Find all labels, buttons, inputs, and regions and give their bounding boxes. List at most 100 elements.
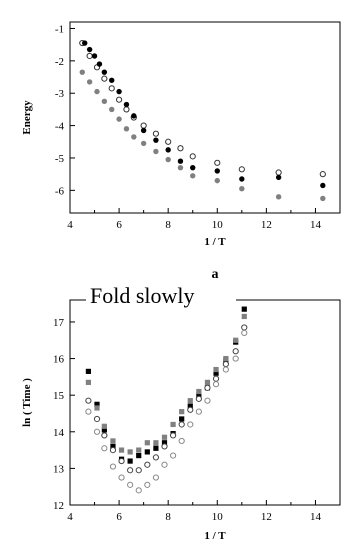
data-point-open-circle bbox=[212, 375, 220, 382]
data-point-open-circle bbox=[108, 85, 115, 92]
data-point-square bbox=[94, 405, 100, 411]
data-point-open-circle bbox=[101, 75, 108, 82]
data-point-filled-circle bbox=[131, 113, 137, 119]
data-point-open-circle bbox=[214, 159, 221, 166]
data-point-open-circle bbox=[109, 463, 117, 470]
data-point-open-circle bbox=[275, 169, 282, 176]
data-point-open-circle bbox=[222, 360, 229, 368]
data-point-square bbox=[179, 416, 185, 422]
panel-label: a bbox=[212, 267, 219, 282]
data-point-open-circle bbox=[241, 329, 248, 337]
data-point-filled-circle bbox=[109, 106, 115, 113]
x-tick-label: 4 bbox=[67, 219, 73, 231]
data-point-open-circle bbox=[204, 384, 211, 391]
data-point-open-circle bbox=[118, 457, 125, 465]
data-point-square bbox=[223, 355, 229, 362]
data-point-square bbox=[94, 401, 100, 407]
data-point-square bbox=[101, 427, 107, 433]
x-tick-label: 10 bbox=[212, 219, 224, 231]
data-point-open-circle bbox=[127, 467, 134, 474]
data-point-open-circle bbox=[165, 138, 172, 145]
data-point-open-circle bbox=[204, 397, 211, 404]
data-point-open-circle bbox=[189, 153, 196, 160]
data-point-open-circle bbox=[135, 487, 142, 494]
x-axis-label: 1 / T bbox=[204, 236, 226, 248]
y-tick-label: 12 bbox=[53, 500, 64, 512]
x-tick-label: 12 bbox=[261, 511, 272, 523]
data-point-filled-circle bbox=[239, 186, 245, 192]
data-point-open-circle bbox=[101, 445, 108, 452]
x-tick-label: 14 bbox=[310, 219, 322, 231]
x-tick-label: 12 bbox=[261, 219, 272, 231]
data-point-filled-circle bbox=[86, 79, 93, 85]
data-point-square bbox=[213, 370, 219, 376]
data-point-open-circle bbox=[195, 395, 202, 402]
data-point-filled-circle bbox=[165, 147, 171, 153]
data-point-filled-circle bbox=[177, 158, 184, 164]
data-point-filled-circle bbox=[94, 88, 100, 95]
data-point-square bbox=[110, 438, 116, 444]
x-tick-label: 4 bbox=[67, 511, 73, 523]
data-point-square bbox=[144, 440, 150, 446]
data-point-filled-circle bbox=[140, 140, 147, 147]
data-point-open-circle bbox=[161, 461, 168, 468]
data-point-filled-circle bbox=[190, 164, 196, 171]
data-point-open-circle bbox=[178, 437, 185, 445]
data-point-square bbox=[187, 398, 193, 404]
x-axis-label: 1 / T bbox=[204, 530, 226, 542]
data-point-open-circle bbox=[178, 421, 185, 428]
data-point-open-circle bbox=[85, 397, 92, 404]
data-point-filled-circle bbox=[320, 195, 326, 202]
y-tick-label: 15 bbox=[53, 390, 65, 402]
data-point-filled-circle bbox=[153, 148, 159, 155]
data-point-filled-circle bbox=[214, 168, 220, 174]
data-point-square bbox=[161, 440, 168, 446]
data-point-open-circle bbox=[109, 446, 117, 454]
data-point-square bbox=[153, 440, 159, 446]
data-point-open-circle bbox=[115, 96, 123, 103]
y-tick-label: 14 bbox=[53, 427, 65, 439]
data-point-open-circle bbox=[118, 474, 125, 481]
data-point-square bbox=[204, 379, 211, 385]
data-point-square bbox=[101, 423, 107, 429]
data-point-open-circle bbox=[232, 355, 239, 362]
data-point-open-circle bbox=[144, 461, 151, 468]
data-point-square bbox=[241, 306, 247, 312]
data-point-filled-circle bbox=[123, 126, 130, 132]
data-point-open-circle bbox=[169, 432, 177, 439]
data-point-filled-circle bbox=[177, 164, 184, 171]
data-point-square bbox=[85, 368, 92, 374]
data-point-open-circle bbox=[161, 443, 168, 450]
data-point-filled-circle bbox=[140, 127, 147, 134]
x-tick-label: 10 bbox=[212, 511, 224, 523]
data-point-open-circle bbox=[212, 381, 220, 388]
x-tick-label: 6 bbox=[116, 511, 122, 523]
y-tick-label: -6 bbox=[55, 185, 65, 197]
data-point-open-circle bbox=[93, 428, 101, 435]
data-point-filled-circle bbox=[165, 156, 171, 163]
data-point-square bbox=[136, 452, 142, 459]
y-tick-label: -2 bbox=[55, 56, 64, 68]
y-tick-label: 13 bbox=[53, 463, 65, 475]
y-tick-label: -5 bbox=[55, 153, 65, 165]
data-point-square bbox=[196, 392, 202, 398]
data-point-open-circle bbox=[222, 366, 229, 373]
data-point-square bbox=[136, 447, 142, 453]
data-point-square bbox=[170, 421, 176, 428]
y-axis-label: ln ( Time ) bbox=[21, 378, 33, 427]
data-point-square bbox=[213, 366, 219, 373]
y-tick-label: -4 bbox=[55, 121, 65, 133]
energy-chart: 4 6 8 10 12 14 -1 -2 -3 -4 -5 -6 1 / T Energy a bbox=[21, 21, 341, 282]
data-point-open-circle bbox=[232, 348, 239, 355]
data-point-open-circle bbox=[238, 166, 245, 173]
ln-time-chart: 4 6 8 10 12 14 12 13 14 15 16 17 1 / T ln ( Time ) Fol… bbox=[21, 278, 341, 542]
plot-frame bbox=[69, 21, 341, 214]
data-point-open-circle bbox=[187, 406, 194, 413]
y-tick-label: 17 bbox=[53, 317, 65, 329]
data-point-open-circle bbox=[152, 474, 160, 481]
data-point-square bbox=[161, 434, 168, 440]
data-point-filled-circle bbox=[82, 40, 88, 46]
data-point-open-circle bbox=[135, 467, 142, 474]
